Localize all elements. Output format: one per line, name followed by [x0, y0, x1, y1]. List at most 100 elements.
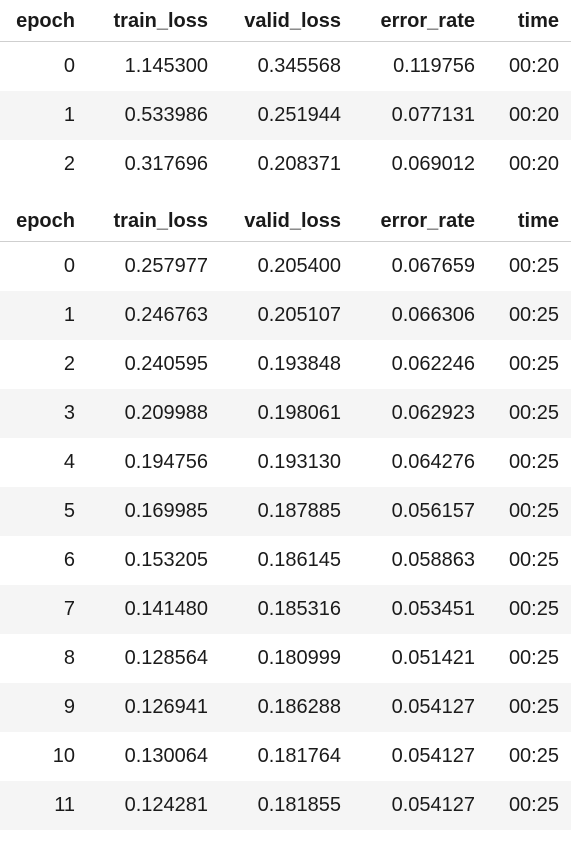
cell-error-rate: 0.062246	[353, 340, 487, 389]
cell-error-rate: 0.054127	[353, 732, 487, 781]
header-row: epoch train_loss valid_loss error_rate t…	[0, 1, 571, 42]
cell-train-loss: 0.194756	[87, 438, 220, 487]
cell-time: 00:20	[487, 91, 571, 140]
cell-valid-loss: 0.208371	[220, 140, 353, 189]
cell-train-loss: 0.246763	[87, 291, 220, 340]
cell-epoch: 3	[0, 389, 87, 438]
cell-valid-loss: 0.345568	[220, 41, 353, 91]
cell-valid-loss: 0.181855	[220, 781, 353, 830]
cell-valid-loss: 0.186288	[220, 683, 353, 732]
cell-epoch: 2	[0, 140, 87, 189]
cell-train-loss: 0.124281	[87, 781, 220, 830]
cell-error-rate: 0.077131	[353, 91, 487, 140]
cell-error-rate: 0.067659	[353, 241, 487, 291]
cell-time: 00:20	[487, 140, 571, 189]
cell-time: 00:25	[487, 634, 571, 683]
table-row: 4 0.194756 0.193130 0.064276 00:25	[0, 438, 571, 487]
cell-valid-loss: 0.205400	[220, 241, 353, 291]
column-header-epoch: epoch	[0, 201, 87, 242]
results-table-2: epoch train_loss valid_loss error_rate t…	[0, 201, 571, 830]
cell-time: 00:25	[487, 241, 571, 291]
cell-time: 00:25	[487, 487, 571, 536]
cell-error-rate: 0.064276	[353, 438, 487, 487]
table-row: 0 1.145300 0.345568 0.119756 00:20	[0, 41, 571, 91]
cell-train-loss: 0.169985	[87, 487, 220, 536]
cell-epoch: 4	[0, 438, 87, 487]
cell-epoch: 11	[0, 781, 87, 830]
cell-epoch: 1	[0, 291, 87, 340]
cell-valid-loss: 0.205107	[220, 291, 353, 340]
column-header-train-loss: train_loss	[87, 1, 220, 42]
table-row: 5 0.169985 0.187885 0.056157 00:25	[0, 487, 571, 536]
cell-error-rate: 0.119756	[353, 41, 487, 91]
cell-time: 00:25	[487, 389, 571, 438]
cell-time: 00:25	[487, 340, 571, 389]
cell-train-loss: 0.126941	[87, 683, 220, 732]
cell-error-rate: 0.053451	[353, 585, 487, 634]
table-row: 2 0.240595 0.193848 0.062246 00:25	[0, 340, 571, 389]
cell-time: 00:25	[487, 291, 571, 340]
cell-valid-loss: 0.193848	[220, 340, 353, 389]
cell-valid-loss: 0.251944	[220, 91, 353, 140]
table-row: 7 0.141480 0.185316 0.053451 00:25	[0, 585, 571, 634]
cell-train-loss: 0.533986	[87, 91, 220, 140]
column-header-time: time	[487, 201, 571, 242]
column-header-epoch: epoch	[0, 1, 87, 42]
table-row: 6 0.153205 0.186145 0.058863 00:25	[0, 536, 571, 585]
cell-train-loss: 0.257977	[87, 241, 220, 291]
cell-train-loss: 0.141480	[87, 585, 220, 634]
table-row: 0 0.257977 0.205400 0.067659 00:25	[0, 241, 571, 291]
cell-time: 00:20	[487, 41, 571, 91]
table-row: 9 0.126941 0.186288 0.054127 00:25	[0, 683, 571, 732]
cell-time: 00:25	[487, 438, 571, 487]
cell-train-loss: 1.145300	[87, 41, 220, 91]
cell-train-loss: 0.153205	[87, 536, 220, 585]
cell-error-rate: 0.058863	[353, 536, 487, 585]
table-row: 11 0.124281 0.181855 0.054127 00:25	[0, 781, 571, 830]
cell-time: 00:25	[487, 683, 571, 732]
column-header-valid-loss: valid_loss	[220, 201, 353, 242]
cell-valid-loss: 0.187885	[220, 487, 353, 536]
cell-error-rate: 0.069012	[353, 140, 487, 189]
cell-time: 00:25	[487, 536, 571, 585]
cell-time: 00:25	[487, 585, 571, 634]
cell-error-rate: 0.056157	[353, 487, 487, 536]
table-row: 3 0.209988 0.198061 0.062923 00:25	[0, 389, 571, 438]
cell-epoch: 10	[0, 732, 87, 781]
cell-error-rate: 0.054127	[353, 781, 487, 830]
cell-valid-loss: 0.198061	[220, 389, 353, 438]
cell-time: 00:25	[487, 732, 571, 781]
cell-epoch: 7	[0, 585, 87, 634]
cell-valid-loss: 0.181764	[220, 732, 353, 781]
cell-error-rate: 0.062923	[353, 389, 487, 438]
header-row: epoch train_loss valid_loss error_rate t…	[0, 201, 571, 242]
column-header-valid-loss: valid_loss	[220, 1, 353, 42]
cell-time: 00:25	[487, 781, 571, 830]
cell-epoch: 0	[0, 41, 87, 91]
column-header-error-rate: error_rate	[353, 201, 487, 242]
cell-train-loss: 0.130064	[87, 732, 220, 781]
cell-epoch: 1	[0, 91, 87, 140]
table-row: 8 0.128564 0.180999 0.051421 00:25	[0, 634, 571, 683]
column-header-train-loss: train_loss	[87, 201, 220, 242]
cell-error-rate: 0.054127	[353, 683, 487, 732]
table-row: 1 0.533986 0.251944 0.077131 00:20	[0, 91, 571, 140]
table-row: 10 0.130064 0.181764 0.054127 00:25	[0, 732, 571, 781]
cell-valid-loss: 0.185316	[220, 585, 353, 634]
cell-epoch: 6	[0, 536, 87, 585]
column-header-error-rate: error_rate	[353, 1, 487, 42]
cell-train-loss: 0.209988	[87, 389, 220, 438]
cell-epoch: 2	[0, 340, 87, 389]
cell-train-loss: 0.128564	[87, 634, 220, 683]
cell-epoch: 9	[0, 683, 87, 732]
cell-epoch: 8	[0, 634, 87, 683]
column-header-time: time	[487, 1, 571, 42]
cell-error-rate: 0.051421	[353, 634, 487, 683]
cell-train-loss: 0.317696	[87, 140, 220, 189]
cell-valid-loss: 0.186145	[220, 536, 353, 585]
cell-valid-loss: 0.193130	[220, 438, 353, 487]
table-spacer	[0, 189, 571, 201]
cell-train-loss: 0.240595	[87, 340, 220, 389]
cell-valid-loss: 0.180999	[220, 634, 353, 683]
